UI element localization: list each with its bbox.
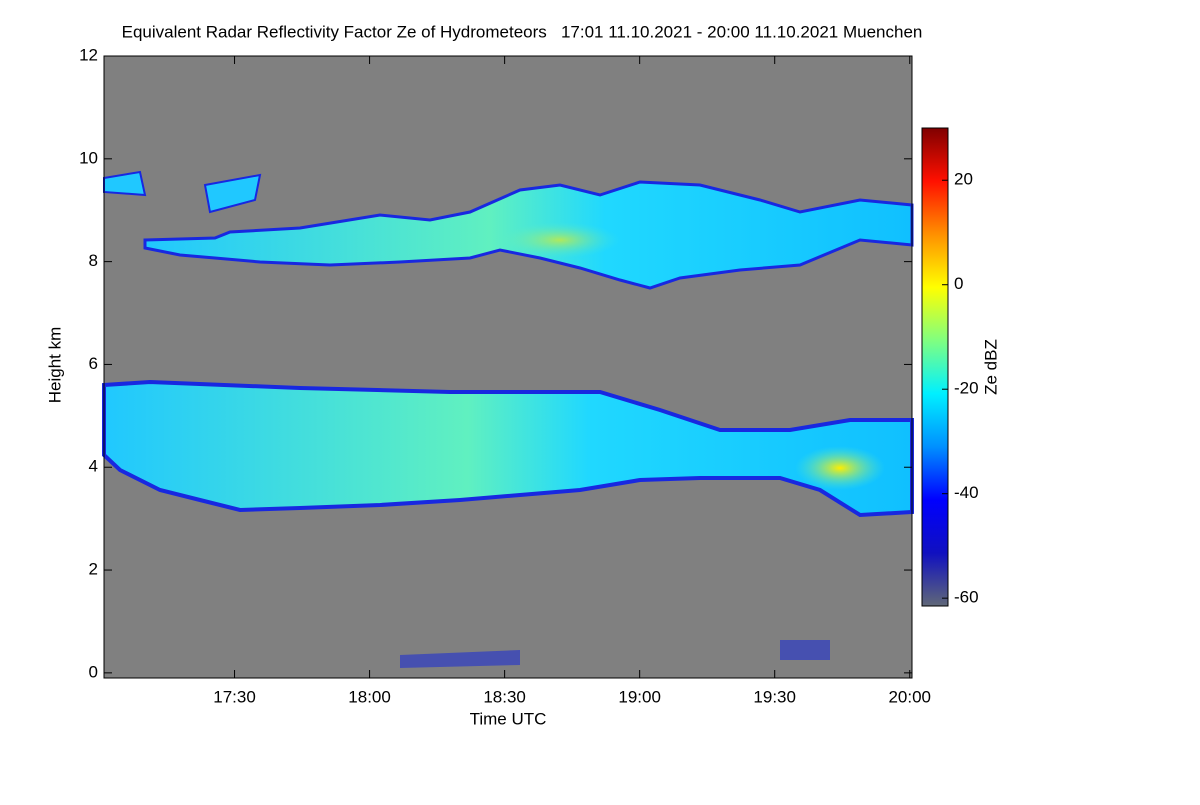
colorbar-label: Ze dBZ: [981, 339, 1000, 395]
y-axis-label: Height km: [45, 327, 64, 404]
colorbar-tick-label: 0: [954, 274, 963, 293]
chart-title: Equivalent Radar Reflectivity Factor Ze …: [122, 22, 923, 41]
x-tick-label: 19:00: [618, 687, 661, 706]
y-tick-label: 10: [79, 148, 98, 167]
lower-cloud-layer: [102, 379, 914, 518]
y-tick-label: 6: [89, 354, 98, 373]
reflectivity-core: [500, 222, 620, 258]
radar-echo: [102, 170, 914, 668]
x-tick-label: 20:00: [888, 687, 931, 706]
y-tick-label: 0: [89, 662, 98, 681]
colorbar-tick-label: -20: [954, 379, 979, 398]
x-tick-label: 18:00: [348, 687, 391, 706]
plot-background: [104, 56, 912, 678]
colorbar-tick-label: -60: [954, 588, 979, 607]
y-tick-label: 2: [89, 560, 98, 579]
y-tick-label: 8: [89, 251, 98, 270]
colorbar-tick-label: -40: [954, 483, 979, 502]
x-tick-label: 18:30: [483, 687, 526, 706]
clutter: [400, 640, 830, 668]
y-tick-label: 4: [89, 457, 98, 476]
x-axis-label: Time UTC: [470, 709, 547, 728]
colorbar: [921, 127, 949, 607]
colorbar-tick-label: 20: [954, 170, 973, 189]
y-tick-label: 12: [79, 45, 98, 64]
reflectivity-core: [795, 446, 885, 490]
x-tick-label: 19:30: [753, 687, 796, 706]
plot-frame: [103, 55, 913, 679]
x-tick-label: 17:30: [213, 687, 256, 706]
